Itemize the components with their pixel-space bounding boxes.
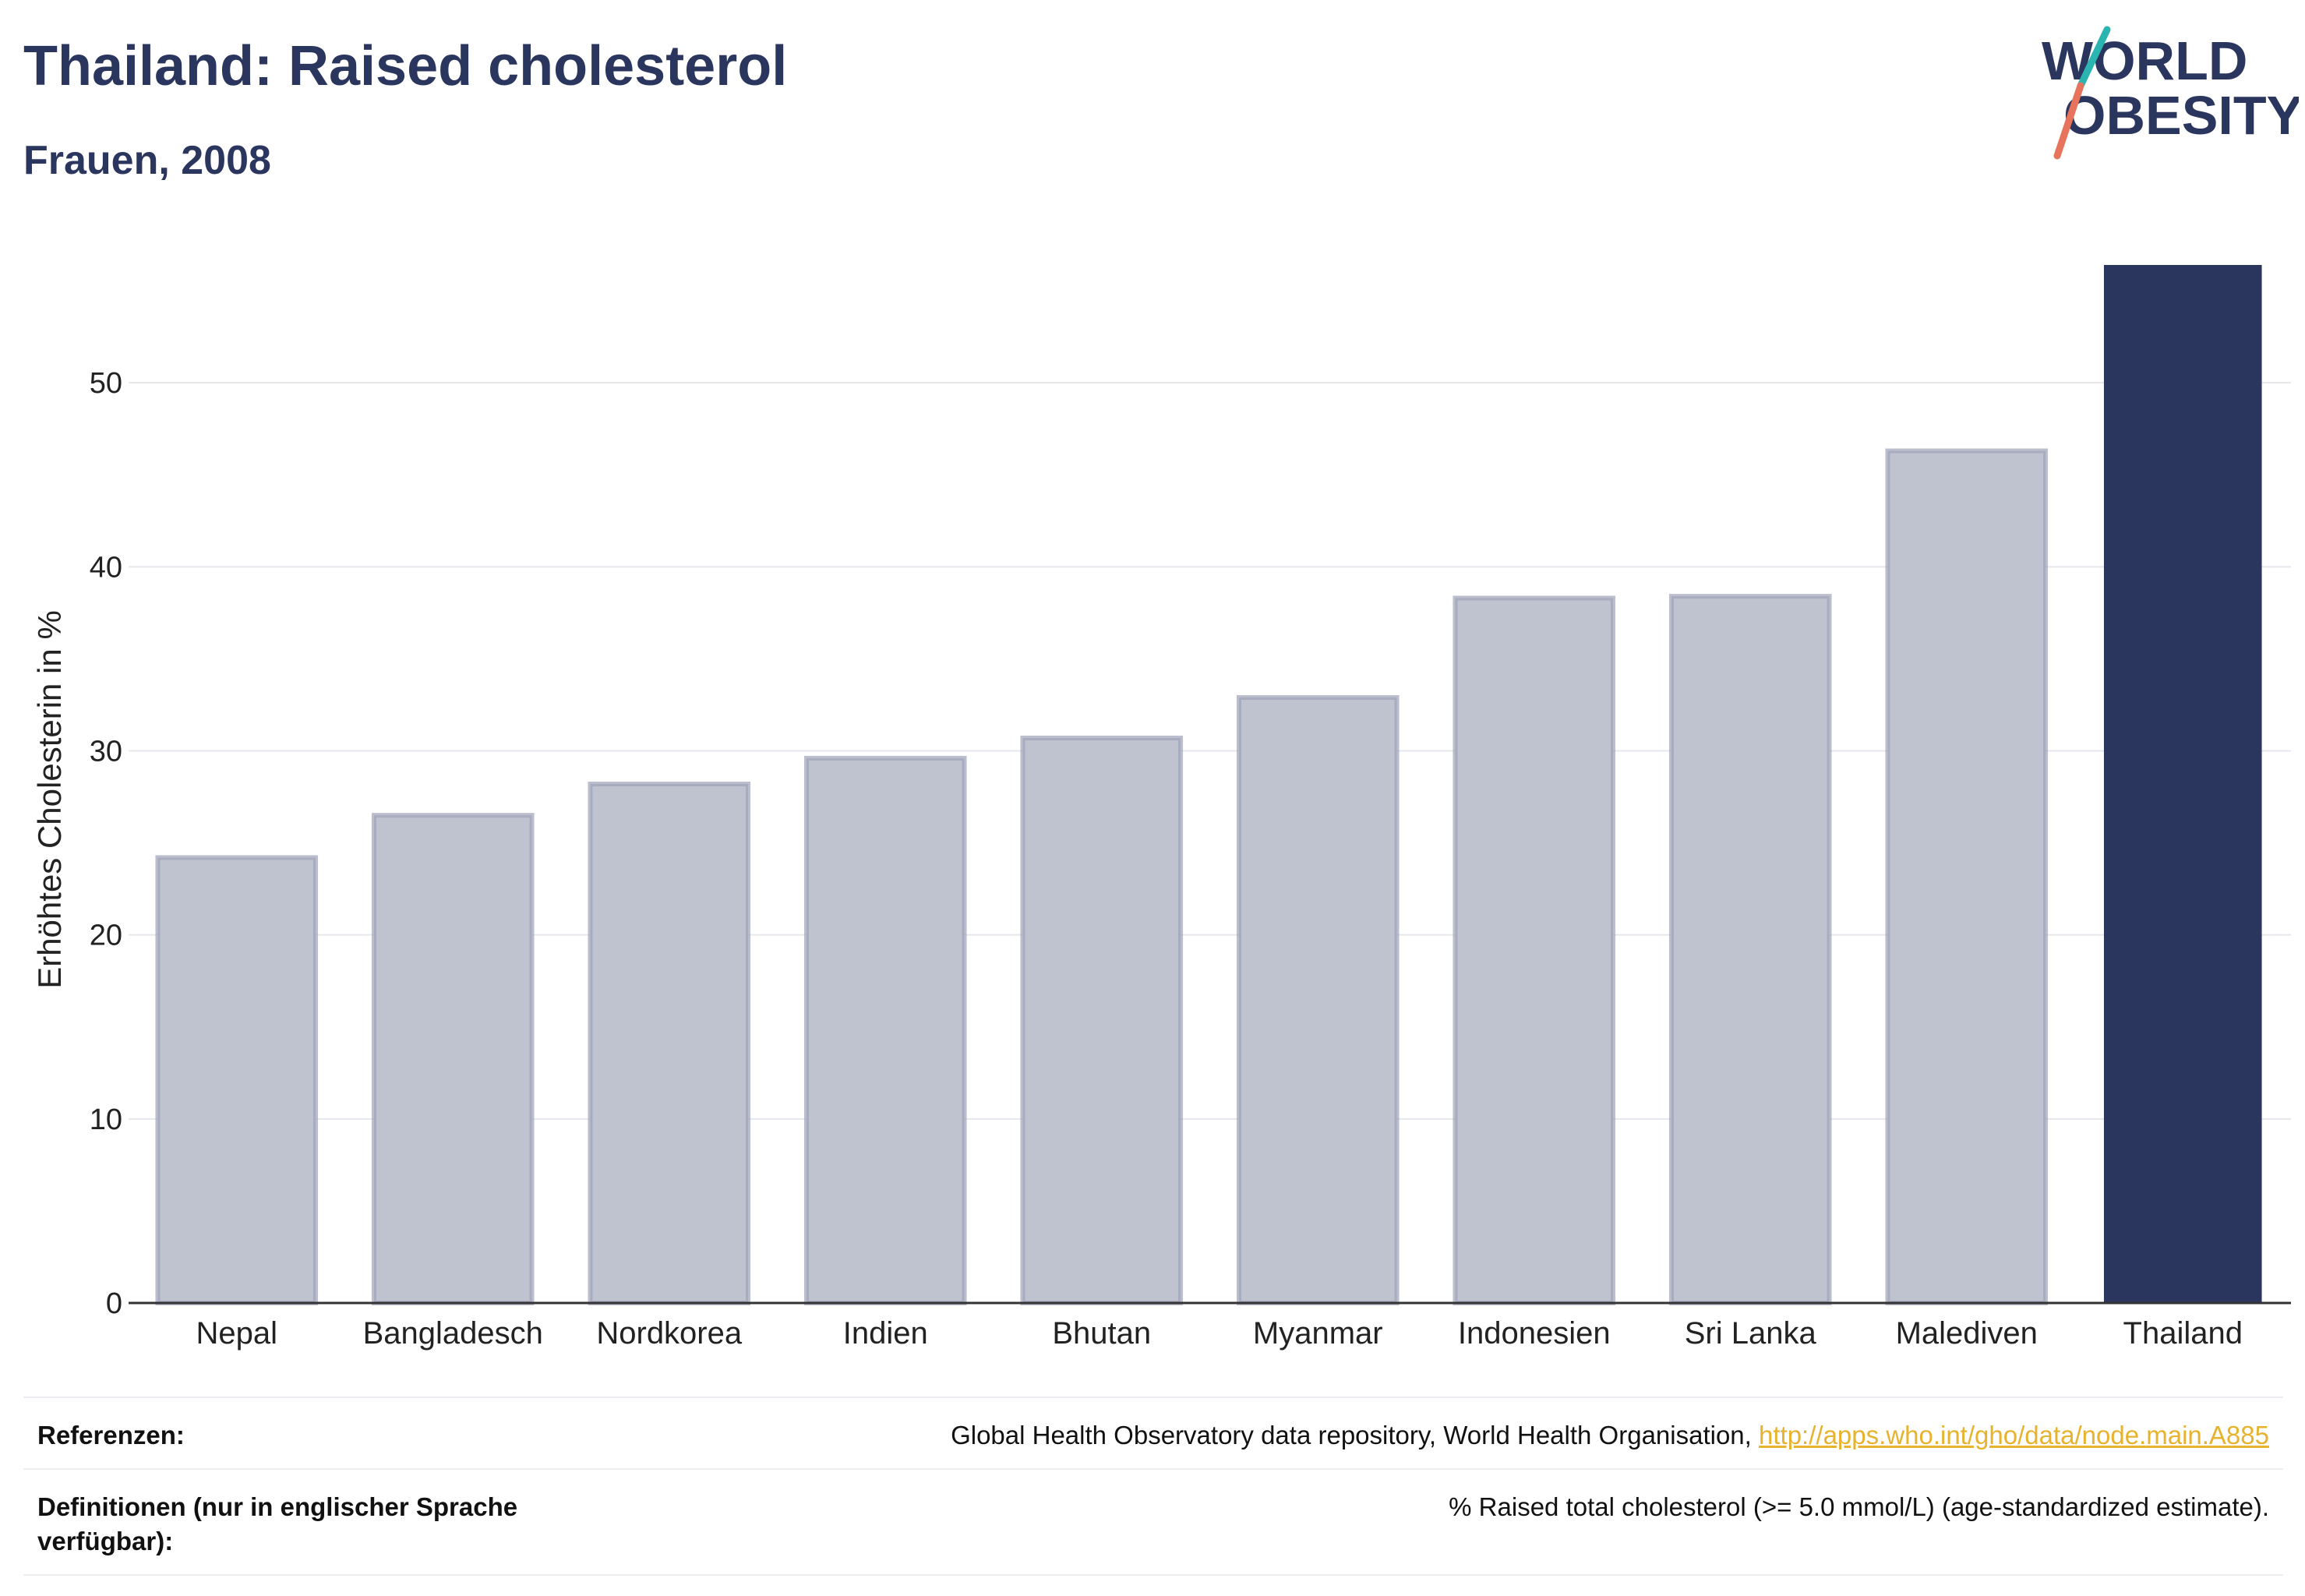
definitions-label: Definitionen (nur in englischer Sprache … — [37, 1492, 518, 1555]
references-source: Global Health Observatory data repositor… — [951, 1421, 1760, 1449]
bar-chart: 0 10 20 30 40 50 Nepal Bangladesch Nordkorea Indi… — [31, 265, 2291, 1351]
x-tick-label: Indien — [843, 1316, 928, 1351]
chart-subtitle: Frauen, 2008 — [23, 138, 271, 183]
x-tick-label: Bhutan — [1052, 1316, 1151, 1351]
x-tick-label: Bangladesch — [363, 1316, 543, 1351]
x-tick-label: Nordkorea — [596, 1316, 743, 1351]
logo-line-2: OBESITY — [2063, 85, 2299, 146]
x-tick-label: Sri Lanka — [1685, 1316, 1817, 1351]
y-tick-label: 20 — [90, 920, 122, 952]
references-label: Referenzen: — [37, 1421, 185, 1449]
bar-nepal — [155, 855, 319, 1306]
references-value: Global Health Observatory data repositor… — [951, 1418, 2269, 1453]
references-table: Referenzen: Global Health Observatory da… — [23, 1396, 2283, 1576]
bar-nordkorea — [588, 782, 751, 1305]
x-tick-label: Malediven — [1896, 1316, 2038, 1351]
definitions-row: Definitionen (nur in englischer Sprache … — [23, 1468, 2283, 1576]
bar-myanmar — [1236, 695, 1400, 1305]
bar-bangladesch — [371, 813, 535, 1305]
logo-slash-top — [2077, 26, 2111, 90]
chart-title: Thailand: Raised cholesterol — [23, 35, 788, 97]
y-axis-label: Erhöhtes Cholesterin in % — [31, 610, 68, 989]
x-tick-label: Thailand — [2123, 1316, 2243, 1351]
logo-line-1: WORLD — [2042, 30, 2247, 91]
labels: 0 10 20 30 40 50 Nepal Bangladesch Nordkorea Indi… — [31, 367, 2243, 1351]
x-tick-label: Nepal — [196, 1316, 277, 1351]
bar-bhutan — [1020, 735, 1184, 1305]
y-tick-label: 40 — [90, 551, 122, 584]
x-tick-label: Indonesien — [1458, 1316, 1611, 1351]
y-tick-label: 10 — [90, 1103, 122, 1136]
y-tick-label: 0 — [106, 1287, 122, 1320]
bar-sri-lanka — [1668, 594, 1832, 1305]
logo-slash-bottom — [2053, 82, 2084, 160]
x-tick-label: Myanmar — [1253, 1316, 1383, 1351]
y-tick-label: 30 — [90, 735, 122, 768]
world-obesity-logo: WORLD OBESITY — [2042, 26, 2299, 160]
bars — [155, 265, 2262, 1306]
references-row: Referenzen: Global Health Observatory da… — [23, 1396, 2283, 1468]
y-tick-label: 50 — [90, 367, 122, 400]
bar-malediven — [1885, 448, 2049, 1306]
references-link[interactable]: http://apps.who.int/gho/data/node.main.A… — [1759, 1421, 2269, 1449]
bar-thailand — [2103, 265, 2262, 1303]
definitions-value: % Raised total cholesterol (>= 5.0 mmol/… — [1449, 1492, 2269, 1521]
bar-indonesien — [1453, 595, 1616, 1305]
bar-indien — [803, 755, 967, 1305]
